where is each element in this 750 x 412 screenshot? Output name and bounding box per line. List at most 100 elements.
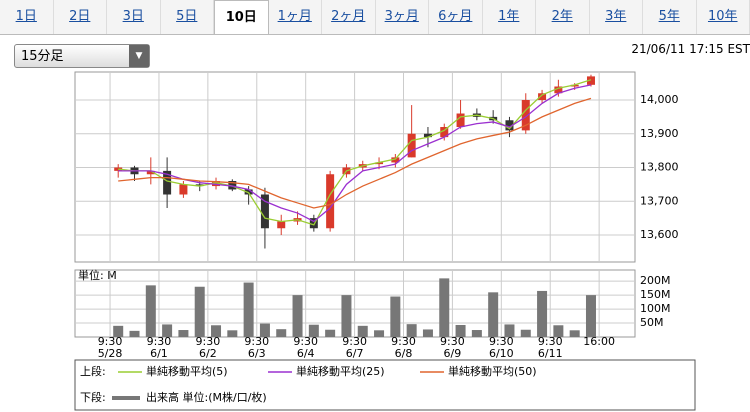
x-tick-label: 9:30 6/8 xyxy=(391,335,416,360)
tab[interactable]: 1ヶ月 xyxy=(269,0,322,34)
volume-bar xyxy=(585,295,596,337)
candle-body xyxy=(195,184,204,187)
tab[interactable]: 2年 xyxy=(536,0,590,34)
x-tick-label: 9:30 6/7 xyxy=(342,335,367,360)
dropdown-arrow[interactable]: ▼ xyxy=(129,45,149,67)
interval-label: 15分足 xyxy=(21,49,64,64)
interval-dropdown[interactable]: 15分足 ▼ xyxy=(14,44,150,68)
tab-bar: 1日 2日 3日 5日 10日 1ヶ月 2ヶ月 3ヶ月 6ヶ月 1年 2年 3年 5年 10年 xyxy=(0,0,750,35)
volume-bar xyxy=(145,285,156,337)
volume-bar xyxy=(537,290,548,337)
candle-body xyxy=(538,93,547,101)
x-tick-label: 16:00 xyxy=(583,335,615,348)
x-tick-label: 9:30 6/11 xyxy=(538,335,563,360)
volume-bar xyxy=(488,292,499,337)
candle-body xyxy=(260,194,269,229)
volume-bar xyxy=(162,324,173,337)
volume-bar xyxy=(390,296,401,337)
volume-bar xyxy=(504,324,515,337)
x-tick-label: 9:30 6/9 xyxy=(440,335,465,360)
x-tick-label: 9:30 6/2 xyxy=(196,335,221,360)
candle-body xyxy=(391,157,400,163)
x-tick-label: 9:30 6/4 xyxy=(293,335,318,360)
moving-average-line xyxy=(118,97,592,209)
y-tick-label: 13,800 xyxy=(640,161,679,174)
tab[interactable]: 2日 xyxy=(54,0,107,34)
legend-box xyxy=(74,359,696,411)
x-tick-label: 9:30 6/1 xyxy=(147,335,172,360)
legend-entry: 出来高 単位:(M株/口/枚) xyxy=(146,390,267,404)
volume-bar xyxy=(276,329,287,337)
tab[interactable]: 3日 xyxy=(107,0,161,34)
tab[interactable]: 3ヶ月 xyxy=(376,0,429,34)
candle-body xyxy=(309,218,318,229)
volume-bar xyxy=(113,325,124,337)
moving-average-line xyxy=(118,84,592,223)
volume-bar xyxy=(292,295,303,337)
volume-bar xyxy=(357,325,368,337)
volume-bar xyxy=(194,286,205,337)
volume-bar xyxy=(520,329,531,337)
volume-bar xyxy=(129,330,140,337)
volume-bar xyxy=(471,330,482,337)
legend-label: 上段: xyxy=(80,364,106,378)
candle-body xyxy=(244,189,253,195)
tab[interactable]: 1年 xyxy=(483,0,536,34)
candle-body xyxy=(570,84,579,87)
y-tick-label: 13,700 xyxy=(640,194,679,207)
y-tick-label: 150M xyxy=(640,288,671,301)
candle-body xyxy=(456,113,465,128)
tab[interactable]: 6ヶ月 xyxy=(429,0,483,34)
tab[interactable]: 10日 xyxy=(214,0,269,34)
candle-body xyxy=(212,181,221,187)
volume-bar xyxy=(211,325,222,337)
legend-entry: 単純移動平均(25) xyxy=(296,364,385,378)
y-tick-label: 13,900 xyxy=(640,127,679,140)
candle-body xyxy=(521,100,530,131)
candle-body xyxy=(146,170,155,175)
candle-body xyxy=(505,120,514,131)
volume-bar xyxy=(325,329,336,337)
x-tick-label: 9:30 5/28 xyxy=(98,335,123,360)
tab[interactable]: 2ヶ月 xyxy=(322,0,376,34)
candle-body xyxy=(586,76,595,85)
volume-bar xyxy=(308,324,319,337)
legend-label: 下段: xyxy=(80,390,106,404)
volume-bar xyxy=(374,330,385,337)
y-tick-label: 100M xyxy=(640,302,671,315)
volume-bar xyxy=(439,278,450,337)
volume-bar xyxy=(243,282,254,337)
candle-body xyxy=(277,221,286,229)
volume-bar xyxy=(455,324,466,337)
y-tick-label: 50M xyxy=(640,316,664,329)
volume-bar xyxy=(553,325,564,337)
legend-entry: 単純移動平均(50) xyxy=(448,364,537,378)
volume-bar xyxy=(406,324,417,337)
tab[interactable]: 1日 xyxy=(0,0,54,34)
candle-body xyxy=(407,133,416,158)
volume-bar xyxy=(569,330,580,337)
x-tick-label: 9:30 6/10 xyxy=(489,335,514,360)
tab[interactable]: 5日 xyxy=(161,0,214,34)
tab[interactable]: 3年 xyxy=(590,0,643,34)
y-tick-label: 13,600 xyxy=(640,228,679,241)
volume-bar xyxy=(227,330,238,337)
tab[interactable]: 5年 xyxy=(643,0,697,34)
candle-body xyxy=(440,127,449,138)
candle-body xyxy=(326,174,335,229)
volume-bar xyxy=(259,323,270,337)
unit-label: 単位: M xyxy=(78,268,117,282)
candle-body xyxy=(179,184,188,195)
volume-bar xyxy=(178,330,189,337)
legend-entry: 単純移動平均(5) xyxy=(146,364,228,378)
candle-body xyxy=(163,170,172,195)
candle-body xyxy=(375,162,384,165)
candle-body xyxy=(228,181,237,190)
y-tick-label: 14,000 xyxy=(640,93,679,106)
y-tick-label: 200M xyxy=(640,274,671,287)
candle-body xyxy=(423,133,432,138)
timestamp: 21/06/11 17:15 EST xyxy=(631,42,750,56)
x-tick-label: 9:30 6/3 xyxy=(244,335,269,360)
